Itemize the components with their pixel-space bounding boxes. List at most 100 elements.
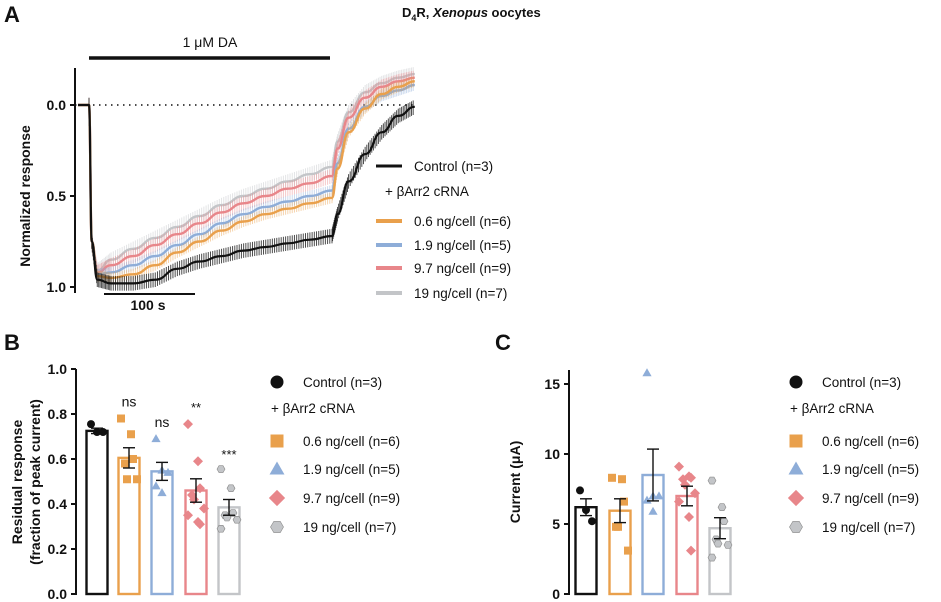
data-point	[157, 488, 167, 497]
y-tick-label: 0.8	[48, 406, 68, 422]
data-point	[713, 539, 723, 548]
bar-group-d19	[641, 368, 665, 596]
legend-marker-d19	[269, 461, 285, 475]
data-point	[674, 496, 684, 507]
legend-label-control: Control (n=3)	[822, 375, 901, 390]
data-point	[686, 472, 696, 483]
y-tick-label: 5	[552, 516, 560, 532]
legend-label-d19ng: 19 ng/cell (n=7)	[822, 520, 915, 535]
y-tick-label-a: 0.5	[47, 188, 67, 204]
data-point	[642, 495, 652, 504]
trace-line-d97	[77, 76, 415, 274]
data-point	[614, 522, 622, 531]
data-point	[654, 491, 664, 500]
panel-label-a: A	[4, 2, 20, 27]
data-point	[686, 545, 696, 556]
y-tick-label-a: 0.0	[47, 97, 67, 113]
data-point	[707, 476, 717, 485]
significance-label: ns	[155, 414, 170, 430]
data-point	[216, 465, 226, 473]
y-tick-label: 0	[552, 586, 560, 602]
y-tick-label: 0.6	[48, 451, 68, 467]
legend-label-d19: 1.9 ng/cell (n=5)	[822, 462, 919, 477]
data-point	[163, 467, 173, 476]
y-tick-label: 0.2	[48, 541, 68, 557]
data-point	[719, 517, 729, 526]
data-point	[707, 553, 717, 562]
legend-label-d06: 0.6 ng/cell (n=6)	[414, 214, 511, 229]
data-point	[588, 517, 596, 526]
legend-label-control: Control (n=3)	[414, 159, 493, 174]
bar-group-d19ng	[707, 476, 733, 596]
data-point	[648, 506, 658, 515]
legend-marker-d06	[270, 434, 284, 448]
legend-label-d19: 1.9 ng/cell (n=5)	[414, 238, 511, 253]
bar-group-d19: ns	[150, 414, 174, 596]
data-point	[183, 510, 193, 521]
y-axis-label-b-line1: Residual response	[9, 420, 25, 545]
data-point	[199, 503, 209, 514]
legend-label-d06: 0.6 ng/cell (n=6)	[822, 434, 919, 449]
data-point	[151, 481, 161, 490]
y-axis-label-c: Current (μA)	[507, 441, 523, 523]
legend-label-d97: 9.7 ng/cell (n=9)	[822, 491, 919, 506]
data-point	[232, 515, 242, 524]
bar-group-d19ng: ***	[216, 447, 242, 596]
significance-label: **	[191, 400, 201, 415]
y-axis-label-b-line2: (fraction of peak current)	[27, 399, 43, 565]
data-point	[193, 456, 203, 467]
data-point	[87, 420, 95, 429]
legend-marker-d19	[788, 461, 804, 475]
legend-header: + βArr2 cRNA	[385, 184, 469, 199]
panel-c-bar-chart: 0 5 10 15 Current (μA) Control (n=3) 0.6 ng/…	[507, 368, 919, 602]
bar-group-d06	[608, 473, 632, 596]
data-point	[99, 428, 107, 436]
data-point	[117, 414, 125, 423]
bar-d97	[675, 494, 699, 596]
y-tick-label: 0.4	[48, 496, 68, 512]
bar-group-d97	[674, 461, 700, 596]
legend-b: Control (n=3) 0.6 ng/cell (n=6) 1.9 ng/cel…	[268, 375, 400, 535]
data-point	[624, 546, 632, 555]
legend-label-d19ng: 19 ng/cell (n=7)	[414, 286, 507, 301]
legend-label-control: Control (n=3)	[303, 375, 382, 390]
legend-marker-d19ng	[270, 521, 284, 533]
bar-control	[85, 429, 109, 596]
drug-label: 1 μM DA	[183, 34, 238, 50]
y-tick-label: 0.0	[48, 586, 68, 602]
legend-a: Control (n=3) 0.6 ng/cell (n=6) 1.9 ng/cel…	[376, 159, 511, 301]
data-point	[608, 473, 616, 482]
legend-header: + βArr2 cRNA	[271, 401, 355, 416]
data-point	[129, 455, 137, 463]
trace-control	[77, 97, 415, 291]
bar-group-d97: **	[183, 400, 209, 596]
y-tick-label: 1.0	[48, 361, 68, 377]
data-point	[216, 524, 226, 533]
legend-marker-control	[270, 375, 284, 389]
legend-marker-d06	[789, 434, 803, 448]
legend-marker-d97	[268, 489, 286, 507]
data-point	[723, 541, 733, 549]
bar-group-control	[85, 420, 109, 596]
y-axis-label-a: Normalized response	[17, 125, 33, 267]
bar-group-control	[574, 486, 598, 596]
data-point	[620, 497, 628, 506]
data-point	[576, 486, 584, 495]
legend-marker-d19ng	[789, 521, 803, 533]
y-tick-label-a: 1.0	[47, 279, 67, 295]
time-scale-label: 100 s	[130, 297, 165, 313]
data-point	[127, 430, 135, 439]
data-point	[183, 419, 193, 430]
data-point	[618, 475, 626, 484]
data-point	[690, 488, 700, 499]
legend-marker-control	[789, 375, 803, 389]
y-tick-label: 15	[544, 376, 560, 392]
legend-label-d19ng: 19 ng/cell (n=7)	[303, 520, 396, 535]
legend-header: + βArr2 cRNA	[790, 401, 874, 416]
legend-c: Control (n=3) 0.6 ng/cell (n=6) 1.9 ng/cel…	[787, 375, 919, 535]
bar-group-d06: ns	[117, 394, 141, 596]
legend-marker-d97	[787, 489, 805, 507]
legend-label-d97: 9.7 ng/cell (n=9)	[414, 261, 511, 276]
